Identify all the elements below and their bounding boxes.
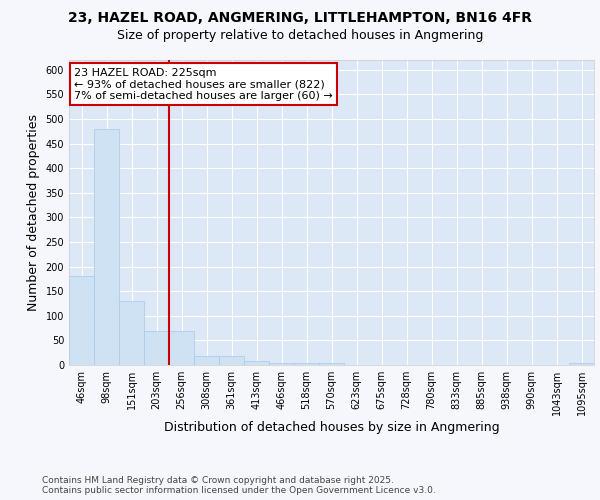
Text: 23 HAZEL ROAD: 225sqm
← 93% of detached houses are smaller (822)
7% of semi-deta: 23 HAZEL ROAD: 225sqm ← 93% of detached … — [74, 68, 333, 101]
Text: Contains HM Land Registry data © Crown copyright and database right 2025.
Contai: Contains HM Land Registry data © Crown c… — [42, 476, 436, 495]
Bar — [244, 361, 269, 365]
Text: Size of property relative to detached houses in Angmering: Size of property relative to detached ho… — [117, 29, 483, 42]
Bar — [119, 301, 144, 365]
Bar — [69, 276, 94, 365]
Bar — [219, 356, 244, 365]
X-axis label: Distribution of detached houses by size in Angmering: Distribution of detached houses by size … — [164, 421, 499, 434]
Bar — [269, 362, 294, 365]
Text: 23, HAZEL ROAD, ANGMERING, LITTLEHAMPTON, BN16 4FR: 23, HAZEL ROAD, ANGMERING, LITTLEHAMPTON… — [68, 11, 532, 25]
Bar — [569, 363, 594, 365]
Bar — [94, 129, 119, 365]
Y-axis label: Number of detached properties: Number of detached properties — [27, 114, 40, 311]
Bar — [144, 330, 169, 365]
Bar — [194, 356, 219, 365]
Bar — [294, 362, 319, 365]
Bar — [319, 363, 344, 365]
Bar — [169, 330, 194, 365]
